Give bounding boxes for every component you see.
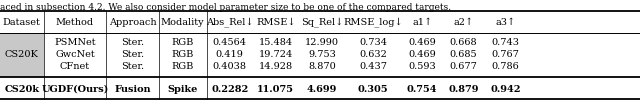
Text: 0.305: 0.305 bbox=[358, 85, 388, 94]
Text: 0.419: 0.419 bbox=[216, 50, 244, 59]
Text: a1↑: a1↑ bbox=[412, 18, 432, 27]
Text: Fusion: Fusion bbox=[114, 85, 151, 94]
Text: RGB: RGB bbox=[172, 38, 194, 47]
Text: CFnet: CFnet bbox=[60, 62, 90, 71]
Text: GwcNet: GwcNet bbox=[55, 50, 95, 59]
Text: 0.437: 0.437 bbox=[359, 62, 387, 71]
Text: RGB: RGB bbox=[172, 62, 194, 71]
Text: Ster.: Ster. bbox=[121, 50, 144, 59]
Text: 0.879: 0.879 bbox=[449, 85, 479, 94]
Text: Ster.: Ster. bbox=[121, 38, 144, 47]
Text: 0.767: 0.767 bbox=[492, 50, 519, 59]
Text: 11.075: 11.075 bbox=[257, 85, 294, 94]
Text: 0.942: 0.942 bbox=[490, 85, 520, 94]
Text: 0.754: 0.754 bbox=[407, 85, 437, 94]
Text: 0.4564: 0.4564 bbox=[212, 38, 247, 47]
Text: 4.699: 4.699 bbox=[307, 85, 337, 94]
Text: RMSE_log↓: RMSE_log↓ bbox=[343, 18, 403, 28]
Text: 0.4038: 0.4038 bbox=[212, 62, 247, 71]
Text: 0.2282: 0.2282 bbox=[211, 85, 248, 94]
Text: Sq_Rel↓: Sq_Rel↓ bbox=[301, 18, 343, 28]
Text: UGDF(Ours): UGDF(Ours) bbox=[41, 85, 109, 94]
Text: PSMNet: PSMNet bbox=[54, 38, 96, 47]
Text: 0.632: 0.632 bbox=[359, 50, 387, 59]
Text: Spike: Spike bbox=[168, 85, 198, 94]
Text: Approach: Approach bbox=[109, 18, 156, 27]
Text: Ster.: Ster. bbox=[121, 62, 144, 71]
Text: Abs_Rel↓: Abs_Rel↓ bbox=[206, 18, 253, 28]
Text: RMSE↓: RMSE↓ bbox=[256, 18, 296, 27]
Text: 0.743: 0.743 bbox=[492, 38, 519, 47]
Text: 19.724: 19.724 bbox=[259, 50, 293, 59]
Text: 0.677: 0.677 bbox=[450, 62, 477, 71]
Text: 0.469: 0.469 bbox=[408, 50, 436, 59]
Text: 0.734: 0.734 bbox=[359, 38, 387, 47]
Text: 0.469: 0.469 bbox=[408, 38, 436, 47]
Text: 14.928: 14.928 bbox=[259, 62, 293, 71]
Text: 8.870: 8.870 bbox=[308, 62, 336, 71]
Text: 9.753: 9.753 bbox=[308, 50, 336, 59]
Text: Method: Method bbox=[56, 18, 94, 27]
Text: CS20k: CS20k bbox=[4, 85, 39, 94]
Text: 0.668: 0.668 bbox=[450, 38, 477, 47]
Text: 12.990: 12.990 bbox=[305, 38, 339, 47]
Text: RGB: RGB bbox=[172, 50, 194, 59]
Text: aced in subsection 4.2. We also consider model parameter size to be one of the c: aced in subsection 4.2. We also consider… bbox=[0, 4, 451, 12]
Text: 15.484: 15.484 bbox=[259, 38, 293, 47]
Text: 0.685: 0.685 bbox=[450, 50, 477, 59]
Text: Modality: Modality bbox=[161, 18, 205, 27]
Text: Dataset: Dataset bbox=[3, 18, 41, 27]
Text: a2↑: a2↑ bbox=[454, 18, 474, 27]
Text: CS20K: CS20K bbox=[5, 50, 38, 59]
Text: 0.593: 0.593 bbox=[408, 62, 436, 71]
Bar bbox=[0, 33, 44, 76]
Text: a3↑: a3↑ bbox=[495, 18, 515, 27]
Text: 0.786: 0.786 bbox=[492, 62, 519, 71]
